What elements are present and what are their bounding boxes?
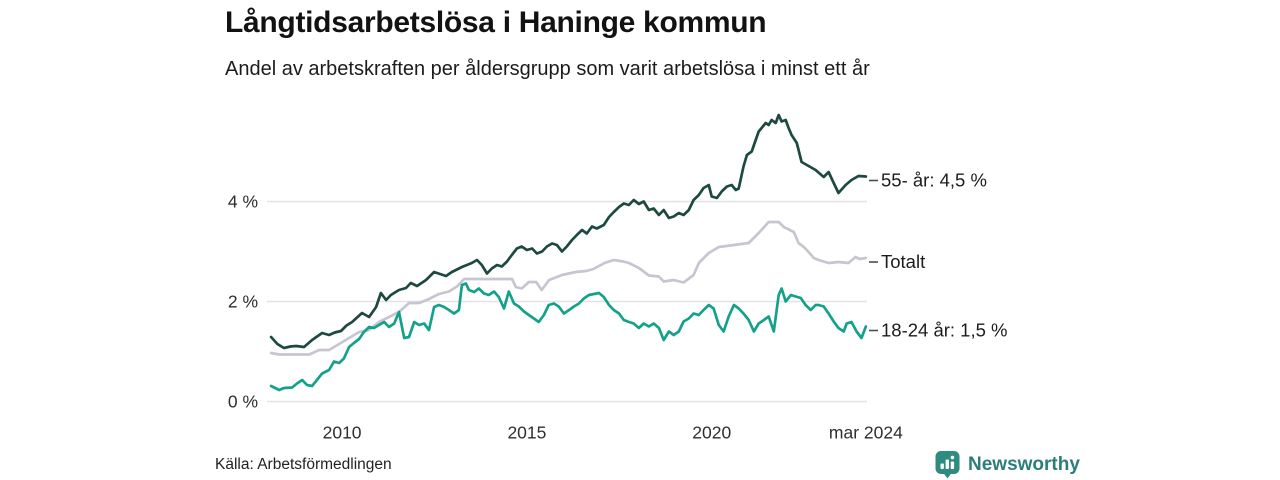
bar-chart-speech-bubble-icon <box>935 451 960 479</box>
series-end-label: 18-24 år: 1,5 % <box>881 320 1008 341</box>
x-tick-label: mar 2024 <box>829 423 903 443</box>
y-tick-label: 0 % <box>228 392 258 412</box>
series-end-label: Totalt <box>881 251 925 272</box>
y-tick-label: 4 % <box>228 192 258 212</box>
x-tick-label: 2015 <box>507 423 546 443</box>
x-tick-label: 2020 <box>692 423 731 443</box>
series-line-totalt <box>269 220 868 356</box>
series-line-55-r <box>269 113 868 350</box>
newsworthy-logo: Newsworthy <box>935 450 1080 479</box>
series-end-label: 55- år: 4,5 % <box>881 170 987 191</box>
page-title: Långtidsarbetslösa i Haninge kommun <box>225 6 767 39</box>
series-line-18-24-r <box>269 282 868 392</box>
source-note: Källa: Arbetsförmedlingen <box>215 456 392 473</box>
chart-subtitle: Andel av arbetskraften per åldersgrupp s… <box>225 58 870 80</box>
x-tick-label: 2010 <box>323 423 362 443</box>
y-tick-label: 2 % <box>228 292 258 312</box>
newsworthy-brand-text: Newsworthy <box>968 453 1080 475</box>
